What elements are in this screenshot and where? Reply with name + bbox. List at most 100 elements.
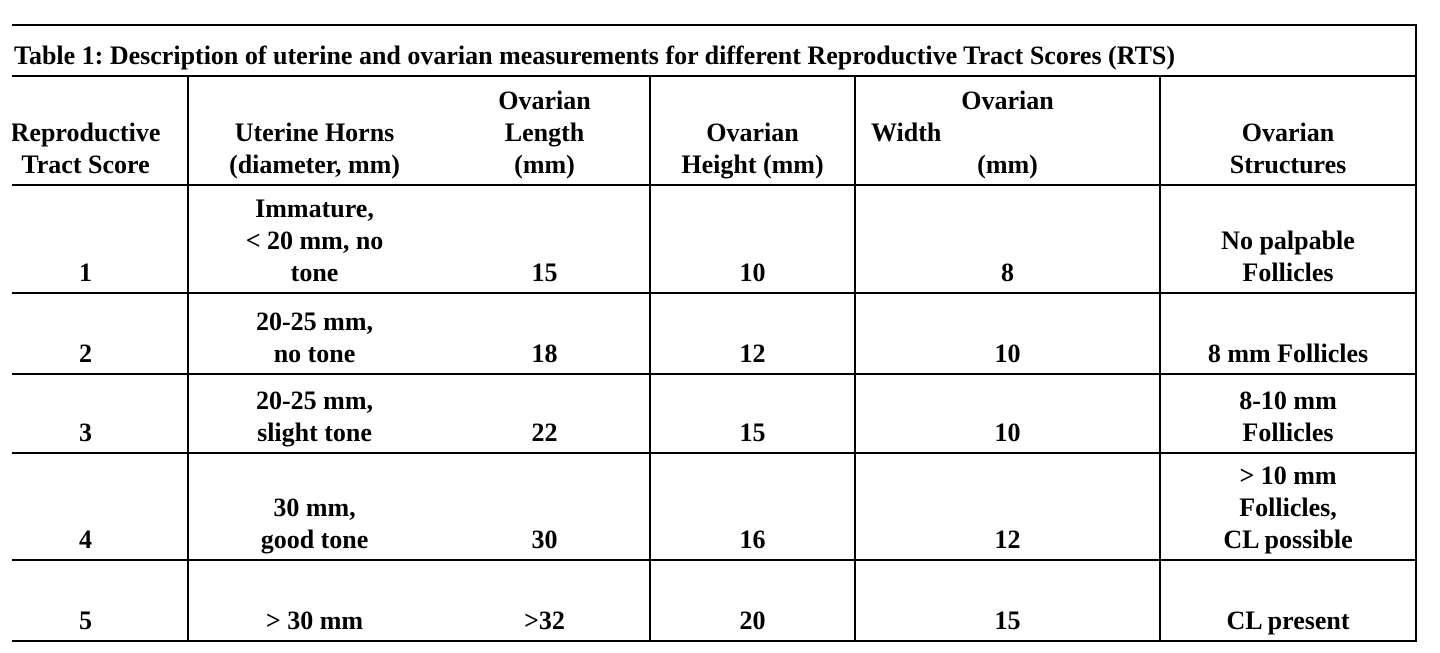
cell-line: (diameter, mm) [229,150,400,179]
table-title: Table 1: Description of uterine and ovar… [12,24,1418,77]
cell-line: 20-25 mm, [256,386,373,415]
cell-line: < 20 mm, no [245,226,384,255]
cell-line: No palpable [1221,226,1355,255]
cell-line: > 30 mm [265,606,364,635]
cell: 8 [854,184,1160,294]
cell: 15 [649,373,855,454]
cell: 15 [854,559,1160,642]
table: Table 1: Description of uterine and ovar… [12,24,1418,642]
data-row: 3 20-25 mm, slight tone 22 15 10 8-10 mm Follic… [12,373,1418,454]
cell-line: (mm) [977,150,1038,179]
cell-line: Follicles, [1239,493,1337,522]
cell-line: no tone [273,339,356,368]
cell-line: 20-25 mm, [256,307,373,336]
data-row: 5 > 30 mm >32 20 15 CL present [12,559,1418,642]
cell-line: 22 [531,418,558,447]
cell: 10 [854,373,1160,454]
cell-line: Immature, [255,194,374,223]
cell: Immature, < 20 mm, no tone [187,184,440,294]
cell-line: 10 [994,339,1021,368]
cell: 10 [854,292,1160,375]
cell: 2 [12,292,188,375]
cell: 30 mm, good tone [187,452,440,561]
cell-line: 15 [531,258,558,287]
header-cell: Uterine Horns (diameter, mm) [187,75,440,186]
cell-line: Follicles [1242,258,1334,287]
cell-line: 1 [79,258,92,287]
cell-line: > 10 mm [1239,461,1337,490]
cell: CL present [1158,559,1418,642]
cell-line: >32 [524,606,565,635]
cell: No palpable Follicles [1158,184,1418,294]
cell-line: 8 [1001,258,1014,287]
cell: 20 [649,559,855,642]
cell-line: Length [504,118,585,147]
cell: 16 [649,452,855,561]
cell-line: slight tone [257,418,372,447]
cell-line: Height (mm) [681,150,824,179]
cell: 22 [440,373,650,454]
cell-line: Ovarian [706,118,799,147]
cell-line: 20 [739,606,766,635]
cell-line: Ovarian [498,86,591,115]
cell: 20-25 mm, slight tone [187,373,440,454]
data-row: 1 Immature, < 20 mm, no tone 15 10 8 No palpabl… [12,184,1418,294]
header-row: Reproductive Tract Score Uterine Horns (dia… [12,75,1418,186]
cell-line: (mm) [514,150,575,179]
table-wrap: Table 1: Description of uterine and ovar… [12,24,1418,642]
cell: 5 [12,559,188,642]
cell: > 10 mm Follicles, CL possible [1158,452,1418,561]
header-cell: Ovarian Width (mm) [854,75,1160,186]
data-row: 2 20-25 mm, no tone 18 12 10 8 mm Follicles [12,292,1418,375]
cell-line: Follicles [1242,418,1334,447]
title-row: Table 1: Description of uterine and ovar… [12,24,1418,77]
cell: 12 [854,452,1160,561]
cell-line: 10 [739,258,766,287]
cell-line: 10 [994,418,1021,447]
cell-line: 12 [739,339,766,368]
cell: 15 [440,184,650,294]
cell-line: 30 mm, [273,493,356,522]
cell-line: 12 [994,525,1021,554]
cell-line: 18 [531,339,558,368]
cell: 3 [12,373,188,454]
cell: 4 [12,452,188,561]
cell-line: Width [871,118,942,147]
cell-line: 16 [739,525,766,554]
cell-line: good tone [260,525,369,554]
header-cell: Reproductive Tract Score [12,75,188,186]
cell-line: CL possible [1223,525,1353,554]
cell: 12 [649,292,855,375]
header-cell: Ovarian Length (mm) [440,75,650,186]
cell-line: Tract Score [21,150,150,179]
cell-line: Structures [1229,150,1347,179]
cell: 10 [649,184,855,294]
cell-line: 30 [531,525,558,554]
cell-line: 15 [739,418,766,447]
header-cell: Ovarian Structures [1158,75,1418,186]
cell-line: 5 [79,606,92,635]
cell-line: CL present [1226,606,1350,635]
cell-line: 2 [79,339,92,368]
header-cell: Ovarian Height (mm) [649,75,855,186]
cell-line: 4 [79,525,92,554]
cell: > 30 mm [187,559,440,642]
cell-line: Uterine Horns [234,118,395,147]
cell-line: Reproductive [12,118,161,147]
cell: 18 [440,292,650,375]
cell-line: tone [290,258,339,287]
cell-line: 8 mm Follicles [1207,339,1369,368]
cell: 8-10 mm Follicles [1158,373,1418,454]
cell: 8 mm Follicles [1158,292,1418,375]
cell: 20-25 mm, no tone [187,292,440,375]
cell-line: 15 [994,606,1021,635]
data-row: 4 30 mm, good tone 30 16 12 > 10 mm Follicles, C… [12,452,1418,561]
cell-line: Ovarian [1241,118,1335,147]
cell-line: 8-10 mm [1239,386,1337,415]
cell-line: 3 [79,418,92,447]
cell: 1 [12,184,188,294]
cell-line: Ovarian [961,86,1054,115]
cell: >32 [440,559,650,642]
cell: 30 [440,452,650,561]
